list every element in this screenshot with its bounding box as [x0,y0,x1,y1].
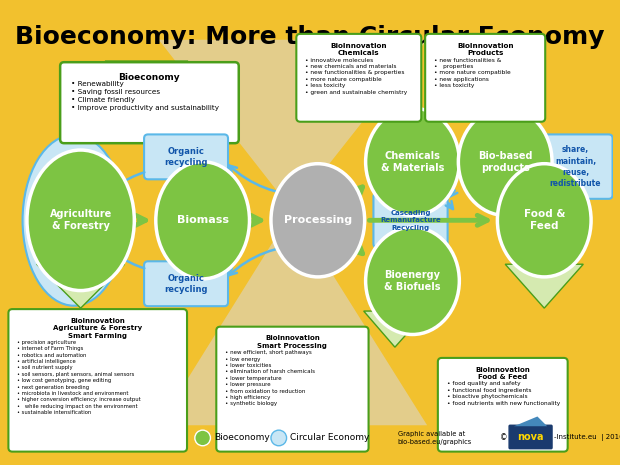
Text: Chemicals
& Materials: Chemicals & Materials [381,151,444,173]
Polygon shape [364,311,427,347]
Text: Bioeconomy: More than Circular Economy: Bioeconomy: More than Circular Economy [16,25,604,49]
FancyBboxPatch shape [60,62,239,143]
Text: Processing: Processing [284,215,352,226]
FancyBboxPatch shape [144,261,228,306]
Text: • innovative molecules
• new chemicals and materials
• new functionalities & pro: • innovative molecules • new chemicals a… [305,58,407,95]
FancyBboxPatch shape [509,425,552,449]
FancyBboxPatch shape [144,134,228,179]
Ellipse shape [156,162,249,279]
Ellipse shape [27,150,135,291]
Text: Agriculture
& Forestry: Agriculture & Forestry [50,209,112,232]
Text: • precision agriculture
• internet of Farm Things
• robotics and automation
• ar: • precision agriculture • internet of Fa… [17,340,141,415]
Text: BioInnovation
Agriculture & Forestry
Smart Farming: BioInnovation Agriculture & Forestry Sma… [53,318,143,339]
Text: Bioeconomy: Bioeconomy [118,73,180,82]
Polygon shape [105,61,188,96]
Text: Bio-based
products: Bio-based products [478,151,533,173]
Ellipse shape [87,210,104,235]
Text: Organic
recycling: Organic recycling [164,274,208,294]
Text: • new functionalities &
•   properties
• more nature compatible
• new applicatio: • new functionalities & • properties • m… [434,58,511,88]
Circle shape [59,217,69,227]
Ellipse shape [271,164,365,277]
Text: Bioenergy
& Biofuels: Bioenergy & Biofuels [384,270,441,292]
FancyBboxPatch shape [438,358,568,452]
Text: -Institute.eu  | 2016: -Institute.eu | 2016 [554,434,620,441]
Text: Graphic available at
bio-based.eu/graphics: Graphic available at bio-based.eu/graphi… [398,431,472,445]
Polygon shape [514,417,547,426]
Circle shape [40,217,50,227]
FancyBboxPatch shape [9,309,187,452]
Text: Organic
recycling: Organic recycling [164,147,208,167]
Circle shape [52,155,95,198]
Text: Bioeconomy: Bioeconomy [215,433,270,443]
Text: Circular Economy: Circular Economy [291,433,370,443]
Text: ©: © [500,433,508,443]
Text: share,
maintain,
reuse,
redistribute: share, maintain, reuse, redistribute [550,146,601,188]
Ellipse shape [366,227,459,334]
FancyBboxPatch shape [373,193,448,248]
Text: • food quality and safety
• functional food ingredients
• bioactive phytochemica: • food quality and safety • functional f… [446,381,560,405]
FancyBboxPatch shape [216,327,368,452]
Circle shape [50,217,59,227]
Ellipse shape [458,108,552,215]
Circle shape [195,430,210,446]
Text: • Renewability
• Saving fossil resources
• Climate friendly
• Improve productivi: • Renewability • Saving fossil resources… [71,81,219,111]
Text: Food &
Feed: Food & Feed [523,209,565,232]
Text: BioInnovation
Products: BioInnovation Products [457,43,513,56]
Text: BioInnovation
Food & Feed: BioInnovation Food & Feed [476,367,530,380]
Text: BioInnovation
Chemicals: BioInnovation Chemicals [330,43,387,56]
Text: • new efficient, short pathways
• low energy
• lower toxicities
• elimination of: • new efficient, short pathways • low en… [225,350,315,406]
Ellipse shape [22,135,125,306]
FancyBboxPatch shape [425,34,545,122]
Text: Biomass: Biomass [177,215,229,226]
FancyBboxPatch shape [296,34,421,122]
Ellipse shape [497,164,591,277]
Text: Cascading
Remanufacture
Recycling: Cascading Remanufacture Recycling [380,210,441,231]
Circle shape [271,430,286,446]
Text: H₂O: H₂O [86,238,104,247]
Polygon shape [159,40,427,211]
FancyBboxPatch shape [538,134,613,199]
Text: nova: nova [517,432,544,442]
Polygon shape [159,211,427,425]
Polygon shape [37,264,125,308]
Text: Sun: Sun [64,172,84,181]
Text: CO₂: CO₂ [46,238,63,247]
Text: BioInnovation
Smart Processing: BioInnovation Smart Processing [257,335,327,349]
Ellipse shape [366,108,459,215]
Polygon shape [505,264,583,308]
